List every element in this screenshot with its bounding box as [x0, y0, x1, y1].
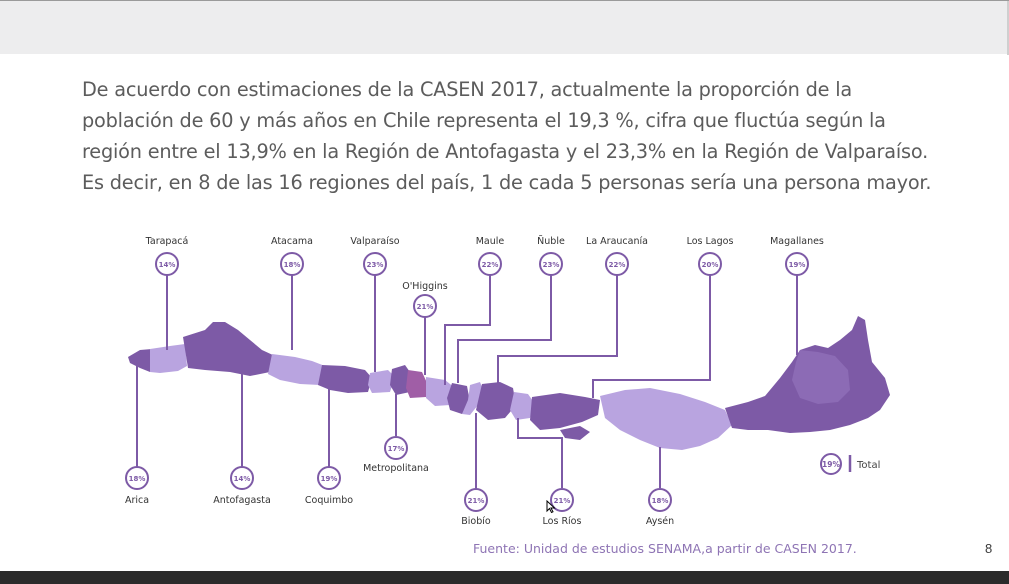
region-arica-badge	[125, 466, 149, 490]
region-araucania-shape	[476, 382, 516, 420]
total-label: Total	[856, 460, 880, 471]
map-shapes	[128, 316, 890, 450]
region-o-higgins-label: O'Higgins	[402, 281, 448, 292]
region-arica-label: Arica	[125, 495, 149, 506]
region-metropolitana-value: 17%	[388, 445, 405, 453]
region-maule-label: Maule	[476, 236, 505, 247]
toolbar-edge	[1007, 1, 1009, 55]
region-valparaiso-label: Valparaíso	[350, 236, 399, 247]
region-tarapaca-shape	[150, 344, 187, 373]
region-maule-badge	[478, 252, 502, 276]
region-aysen-shape	[600, 388, 732, 450]
region-coquimbo-value: 19%	[321, 475, 338, 483]
bottom-taskbar	[0, 571, 1009, 584]
region-o-higgins-value: 21%	[417, 303, 434, 311]
chiloe-shape	[560, 426, 590, 440]
region-nuble-value: 23%	[543, 261, 560, 269]
callouts: 14% Tarapacá 18% Atacama 23% Valparaíso 21% O'H…	[125, 236, 824, 527]
top-toolbar	[0, 0, 1009, 55]
slide-paragraph: De acuerdo con estimaciones de la CASEN …	[82, 78, 932, 194]
page-number: 8	[985, 541, 993, 556]
leader-lines	[136, 275, 798, 489]
region-nuble-badge	[539, 252, 563, 276]
region-magallanes-value: 19%	[789, 261, 806, 269]
region-los-lagos-label: Los Lagos	[687, 236, 734, 247]
region-o-higgins-badge	[413, 294, 437, 318]
region-los-lagos-badge	[698, 252, 722, 276]
region-biobio-value: 21%	[468, 497, 485, 505]
region-magallanes-label: Magallanes	[770, 236, 824, 247]
region-los-rios-value: 21%	[554, 497, 571, 505]
region-tarapaca-label: Tarapacá	[145, 236, 189, 247]
total-badge	[820, 453, 842, 475]
region-aysen-badge	[648, 488, 672, 512]
region-antofagasta-shape	[183, 322, 275, 376]
region-biobio-badge	[464, 488, 488, 512]
region-valparaiso-value: 23%	[367, 261, 384, 269]
region-arica-value: 18%	[129, 475, 146, 483]
region-valparaiso-badge	[363, 252, 387, 276]
region-tarapaca-value: 14%	[159, 261, 176, 269]
region-los-rios-label: Los Ríos	[543, 516, 582, 527]
region-atacama-value: 18%	[284, 261, 301, 269]
mouse-cursor-icon	[546, 500, 556, 514]
tierra-del-fuego-shape	[792, 350, 850, 404]
region-la-araucania-label: La Araucanía	[586, 236, 648, 247]
region-nuble-shape	[447, 383, 470, 414]
region-loslagos-shape	[530, 393, 600, 430]
region-atacama-badge	[280, 252, 304, 276]
region-los-lagos-value: 20%	[702, 261, 719, 269]
region-atacama-label: Atacama	[271, 236, 313, 247]
region-valparaiso-shape	[368, 370, 395, 393]
region-antofagasta-value: 14%	[234, 475, 251, 483]
region-magallanes-badge	[785, 252, 809, 276]
region-los-rios-badge	[550, 488, 574, 512]
total-value: 19%	[822, 460, 840, 469]
region-metropolitana-badge	[384, 436, 408, 460]
region-maule-value: 22%	[482, 261, 499, 269]
region-nuble-label: Ñuble	[537, 236, 565, 247]
total-legend: 19% Total	[820, 453, 880, 475]
region-coquimbo-badge	[317, 466, 341, 490]
region-antofagasta-label: Antofagasta	[213, 495, 271, 506]
source-caption: Fuente: Unidad de estudios SENAMA,a part…	[473, 541, 857, 556]
region-biobio-shape	[462, 382, 484, 415]
region-antofagasta-badge	[230, 466, 254, 490]
region-aysen-value: 18%	[652, 497, 669, 505]
region-la-araucania-badge	[605, 252, 629, 276]
region-tarapaca-badge	[155, 252, 179, 276]
region-metropolitana-label: Metropolitana	[363, 463, 429, 474]
region-la-araucania-value: 22%	[609, 261, 626, 269]
region-losrios-shape	[510, 392, 535, 420]
region-atacama-shape	[268, 354, 325, 385]
region-aysen-label: Aysén	[646, 516, 674, 527]
region-coquimbo-shape	[318, 365, 372, 393]
region-ohiggins-shape	[406, 370, 428, 398]
region-biobio-label: Biobío	[461, 516, 491, 527]
region-arica-shape	[128, 349, 153, 372]
region-coquimbo-label: Coquimbo	[305, 495, 353, 506]
